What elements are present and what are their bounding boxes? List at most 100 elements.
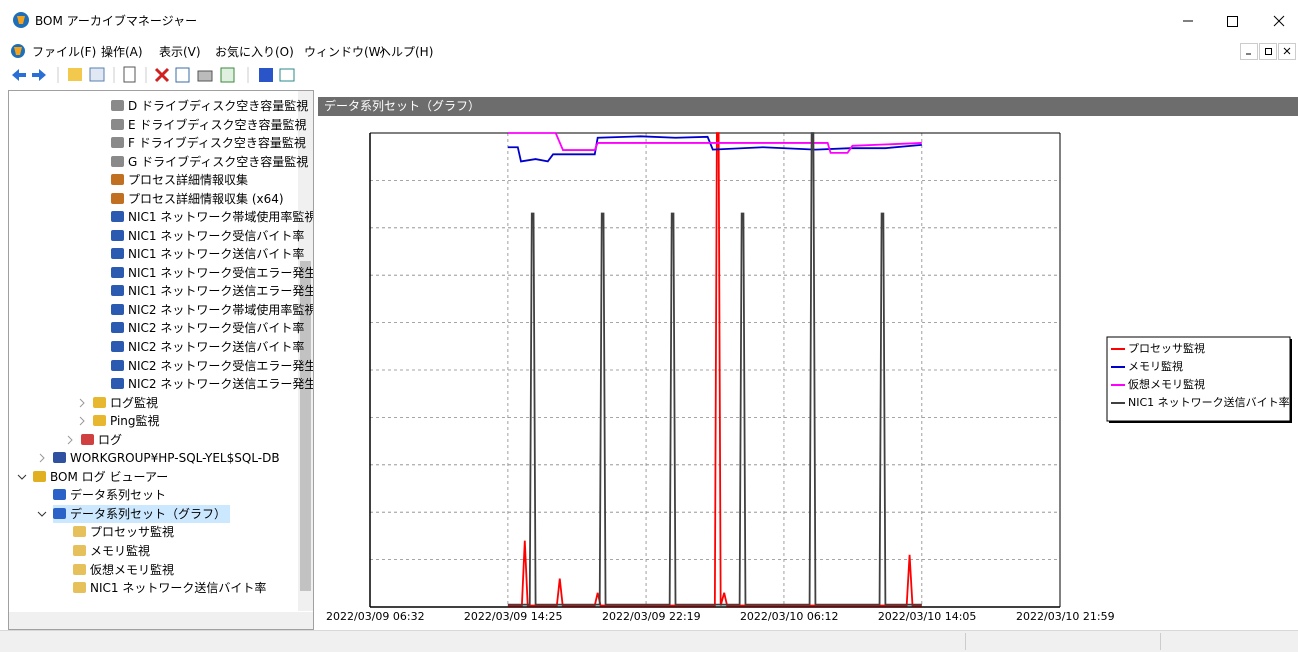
- tree-item[interactable]: E ドライブディスク空き容量監視: [111, 116, 307, 134]
- tree-icon: [53, 507, 66, 519]
- legend-label: メモリ監視: [1128, 359, 1183, 373]
- tree-item[interactable]: データ系列セット（グラフ）: [53, 504, 231, 523]
- forward-button[interactable]: [32, 69, 46, 81]
- tree-expander[interactable]: [17, 472, 27, 482]
- menu-item[interactable]: お気に入り(O): [215, 45, 294, 59]
- tree-icon: [73, 544, 86, 556]
- print-button[interactable]: [197, 70, 213, 82]
- tree-icon: [111, 303, 124, 315]
- app-icon: [13, 12, 29, 28]
- tree-label: データ系列セット（グラフ）: [70, 506, 227, 521]
- tool-button[interactable]: [220, 67, 235, 83]
- series-line: [507, 135, 922, 163]
- tree-item[interactable]: 仮想メモリ監視: [73, 561, 174, 579]
- tree-icon: [111, 155, 124, 167]
- tree-icon: [111, 192, 124, 204]
- tree-icon: [111, 229, 124, 241]
- window-controls[interactable]: [1170, 8, 1298, 34]
- tree-label: NIC1 ネットワーク帯域使用率監視: [128, 210, 314, 225]
- tree-icon: [111, 100, 124, 111]
- tree-label: データ系列セット: [70, 488, 167, 503]
- tool-button[interactable]: [123, 66, 136, 83]
- menu-item[interactable]: ファイル(F): [32, 45, 97, 59]
- tree-item[interactable]: BOM ログ ビューアー: [33, 468, 168, 486]
- tree-label: プロセス詳細情報収集 (x64): [128, 191, 284, 206]
- tool-button[interactable]: [89, 67, 105, 82]
- tree-label: NIC1 ネットワーク送信バイト率: [128, 247, 305, 262]
- tree-item[interactable]: G ドライブディスク空き容量監視: [111, 153, 308, 171]
- tree-item[interactable]: ログ: [81, 431, 122, 449]
- tree-icon: [111, 211, 124, 223]
- delete-button[interactable]: [154, 67, 170, 83]
- tree-item[interactable]: プロセス詳細情報収集: [111, 171, 248, 189]
- title-bar: BOM アーカイブマネージャー: [0, 0, 1298, 38]
- tree-expander[interactable]: [77, 398, 87, 408]
- tree-label: プロセス詳細情報収集: [128, 173, 249, 188]
- tool-button[interactable]: [279, 68, 295, 82]
- tree-item[interactable]: ログ監視: [93, 394, 158, 412]
- tree-item[interactable]: WORKGROUP¥HP-SQL-YEL$SQL-DB: [53, 449, 280, 467]
- x-tick-label: 2022/03/09 14:25: [464, 610, 563, 623]
- tree-item[interactable]: NIC1 ネットワーク受信バイト率: [111, 227, 304, 245]
- tree-item[interactable]: D ドライブディスク空き容量監視: [111, 97, 308, 115]
- tree-label: BOM ログ ビューアー: [50, 469, 169, 484]
- tree-icon: [111, 322, 124, 334]
- tree-item[interactable]: NIC2 ネットワーク受信エラー発生回数: [111, 357, 314, 375]
- window-title: BOM アーカイブマネージャー: [35, 14, 198, 28]
- horizontal-scrollbar[interactable]: [9, 612, 313, 629]
- back-button[interactable]: [12, 69, 26, 81]
- x-tick-label: 2022/03/10 21:59: [1016, 610, 1115, 623]
- menu-icon: [11, 44, 25, 58]
- tree-item[interactable]: NIC1 ネットワーク送信バイト率: [111, 245, 304, 263]
- tree-item[interactable]: NIC2 ネットワーク受信バイト率: [111, 319, 304, 337]
- tree-label: メモリ監視: [90, 543, 151, 558]
- tree-label: WORKGROUP¥HP-SQL-YEL$SQL-DB: [70, 451, 280, 466]
- menu-item[interactable]: ヘルプ(H): [379, 45, 434, 59]
- x-tick-label: 2022/03/09 22:19: [602, 610, 701, 623]
- tree-item[interactable]: プロセス詳細情報収集 (x64): [111, 190, 284, 208]
- menu-item[interactable]: 表示(V): [159, 45, 201, 59]
- tree-expander[interactable]: [77, 416, 87, 426]
- tree-icon: [81, 433, 94, 445]
- tree-icon: [53, 452, 66, 464]
- tool-button[interactable]: [175, 67, 190, 83]
- help-button[interactable]: [259, 68, 273, 82]
- tree-item[interactable]: NIC1 ネットワーク受信エラー発生回数: [111, 264, 314, 282]
- tree-item[interactable]: NIC1 ネットワーク帯域使用率監視: [111, 208, 314, 226]
- chart: 2022/03/09 06:32 2022/03/09 14:25 2022/03/…: [326, 132, 1292, 623]
- tree-expander[interactable]: [37, 509, 47, 519]
- menu-item[interactable]: ウィンドウ(W): [304, 45, 386, 59]
- tree-item[interactable]: NIC1 ネットワーク送信バイト率: [73, 579, 266, 597]
- tree-icon: [111, 137, 124, 149]
- tree-item[interactable]: メモリ監視: [73, 542, 150, 560]
- vertical-scrollbar[interactable]: [298, 91, 313, 611]
- tree-icon: [33, 470, 46, 482]
- tree-icon: [111, 359, 124, 371]
- tree-item[interactable]: NIC2 ネットワーク送信エラー発生回数: [111, 375, 313, 393]
- tree-icon: [111, 285, 124, 297]
- tree-item[interactable]: NIC1 ネットワーク送信エラー発生回数: [111, 282, 313, 300]
- tree-item[interactable]: F ドライブディスク空き容量監視: [111, 134, 306, 152]
- tool-button[interactable]: [68, 68, 82, 81]
- tree-label: NIC2 ネットワーク受信エラー発生回数: [128, 358, 314, 373]
- tree-icon: [111, 174, 124, 186]
- tree-label: G ドライブディスク空き容量監視: [128, 154, 309, 169]
- tree-item[interactable]: データ系列セット: [53, 486, 166, 504]
- mdi-controls[interactable]: [1240, 43, 1296, 61]
- tree-expander[interactable]: [37, 453, 47, 463]
- tree-label: NIC1 ネットワーク受信エラー発生回数: [128, 265, 314, 280]
- tree-item[interactable]: Ping監視: [93, 412, 160, 430]
- x-tick-label: 2022/03/10 06:12: [740, 610, 839, 623]
- tree-expander[interactable]: [65, 435, 75, 445]
- tree-item[interactable]: プロセッサ監視: [73, 523, 174, 541]
- tree-icon: [111, 266, 124, 278]
- tree-item[interactable]: NIC2 ネットワーク帯域使用率監視: [111, 301, 313, 319]
- tree-label: 仮想メモリ監視: [90, 562, 175, 577]
- series-line: [507, 132, 922, 154]
- tree-icon: [111, 118, 124, 130]
- tree-icon: [73, 526, 86, 538]
- tree-item[interactable]: NIC2 ネットワーク送信バイト率: [111, 338, 304, 356]
- menu-item[interactable]: 操作(A): [101, 45, 143, 59]
- legend-label: NIC1 ネットワーク送信バイト率: [1128, 395, 1290, 409]
